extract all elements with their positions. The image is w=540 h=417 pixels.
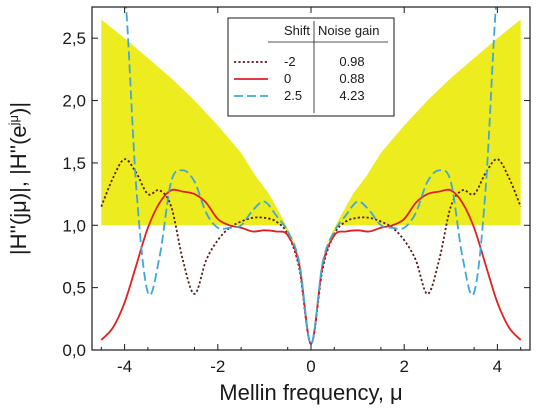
- y-tick-label: 2,5: [62, 29, 86, 48]
- legend-noise-gain-value: 0.98: [339, 54, 364, 69]
- legend-noise-gain-value: 0.88: [339, 71, 364, 86]
- series-line-1: [100, 188, 522, 345]
- shaded-region-right: [311, 19, 521, 344]
- legend-box: [227, 17, 395, 117]
- legend-shift-value: 2.5: [284, 88, 302, 103]
- y-tick-label: 2,0: [62, 92, 86, 111]
- y-tick-label: 1,0: [62, 216, 86, 235]
- shaded-region-left: [101, 19, 311, 344]
- legend: Shift Noise gain -2 0.98 0 0.88 2.5 4.23: [227, 17, 395, 117]
- legend-header-noise-gain: Noise gain: [318, 23, 379, 38]
- x-tick-label: 4: [493, 357, 502, 376]
- series-line-2: [125, 7, 497, 345]
- x-tick-label: -2: [210, 357, 225, 376]
- y-axis-label: |H''(jμ)|, |H''(ejμ)|: [6, 102, 31, 255]
- y-tick-label: 1,5: [62, 154, 86, 173]
- x-tick-label: -4: [117, 357, 132, 376]
- x-tick-label: 2: [399, 357, 408, 376]
- legend-noise-gain-value: 4.23: [339, 88, 364, 103]
- legend-header-shift: Shift: [284, 23, 310, 38]
- y-tick-label: 0,5: [62, 279, 86, 298]
- x-axis-label: Mellin frequency, μ: [219, 380, 402, 405]
- legend-shift-value: -2: [284, 54, 296, 69]
- y-tick-label: 0,0: [62, 341, 86, 360]
- legend-shift-value: 0: [284, 71, 291, 86]
- x-tick-label: 0: [306, 357, 315, 376]
